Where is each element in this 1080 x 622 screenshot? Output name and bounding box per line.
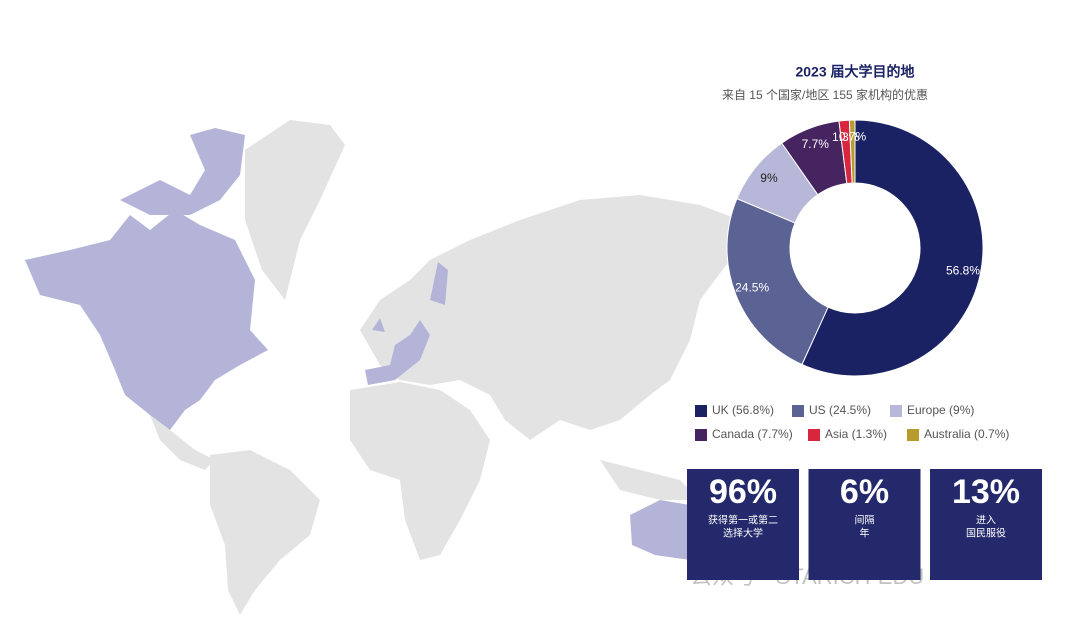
stat-value: 13% <box>952 473 1020 511</box>
map-central-america <box>150 415 215 470</box>
legend-label: UK (56.8%) <box>712 403 774 417</box>
stat-value: 96% <box>709 473 777 511</box>
slice-label: 9% <box>760 171 778 185</box>
legend-swatch <box>695 405 707 417</box>
stat-caption: 选择大学 <box>723 527 763 540</box>
stat-caption: 进入 <box>976 515 996 527</box>
map-australia <box>630 500 705 560</box>
world-map <box>25 120 740 615</box>
stat-box <box>687 469 799 580</box>
chart-subtitle: 来自 15 个国家/地区 155 家机构的优惠 <box>722 87 928 102</box>
legend-label: US (24.5%) <box>809 403 871 417</box>
slice-label: 56.8% <box>946 264 980 278</box>
legend-swatch <box>792 405 804 417</box>
slice-label: 0.7% <box>839 130 867 144</box>
legend-swatch <box>695 429 707 441</box>
map-arctic-islands <box>120 128 245 215</box>
donut-slice <box>801 119 984 377</box>
legend-label: Asia (1.3%) <box>825 427 887 441</box>
map-europe-highlight <box>365 262 448 385</box>
stat-value: 6% <box>840 473 889 511</box>
map-greenland <box>245 120 345 300</box>
legend-label: Canada (7.7%) <box>712 427 793 441</box>
map-africa <box>350 382 490 560</box>
stat-caption: 获得第一或第二 <box>708 514 778 527</box>
stat-box <box>930 469 1042 580</box>
slice-label: 24.5% <box>735 281 769 295</box>
slice-label: 7.7% <box>802 137 830 151</box>
stat-caption: 年 <box>860 527 870 540</box>
legend-swatch <box>890 405 902 417</box>
map-eurasia <box>360 195 740 440</box>
legend-label: Australia (0.7%) <box>924 427 1009 441</box>
donut-slice <box>726 197 829 366</box>
legend-label: Europe (9%) <box>907 403 974 417</box>
map-southeast-asia <box>600 460 700 500</box>
stat-caption: 国民服役 <box>966 527 1006 540</box>
map-south-america <box>210 450 320 615</box>
legend-swatch <box>907 429 919 441</box>
chart-title: 2023 届大学目的地 <box>795 64 914 80</box>
stat-box <box>808 469 921 580</box>
map-north-america <box>25 210 268 430</box>
legend-swatch <box>808 429 820 441</box>
donut-slice <box>848 119 856 184</box>
stat-caption: 间隔 <box>855 514 875 527</box>
